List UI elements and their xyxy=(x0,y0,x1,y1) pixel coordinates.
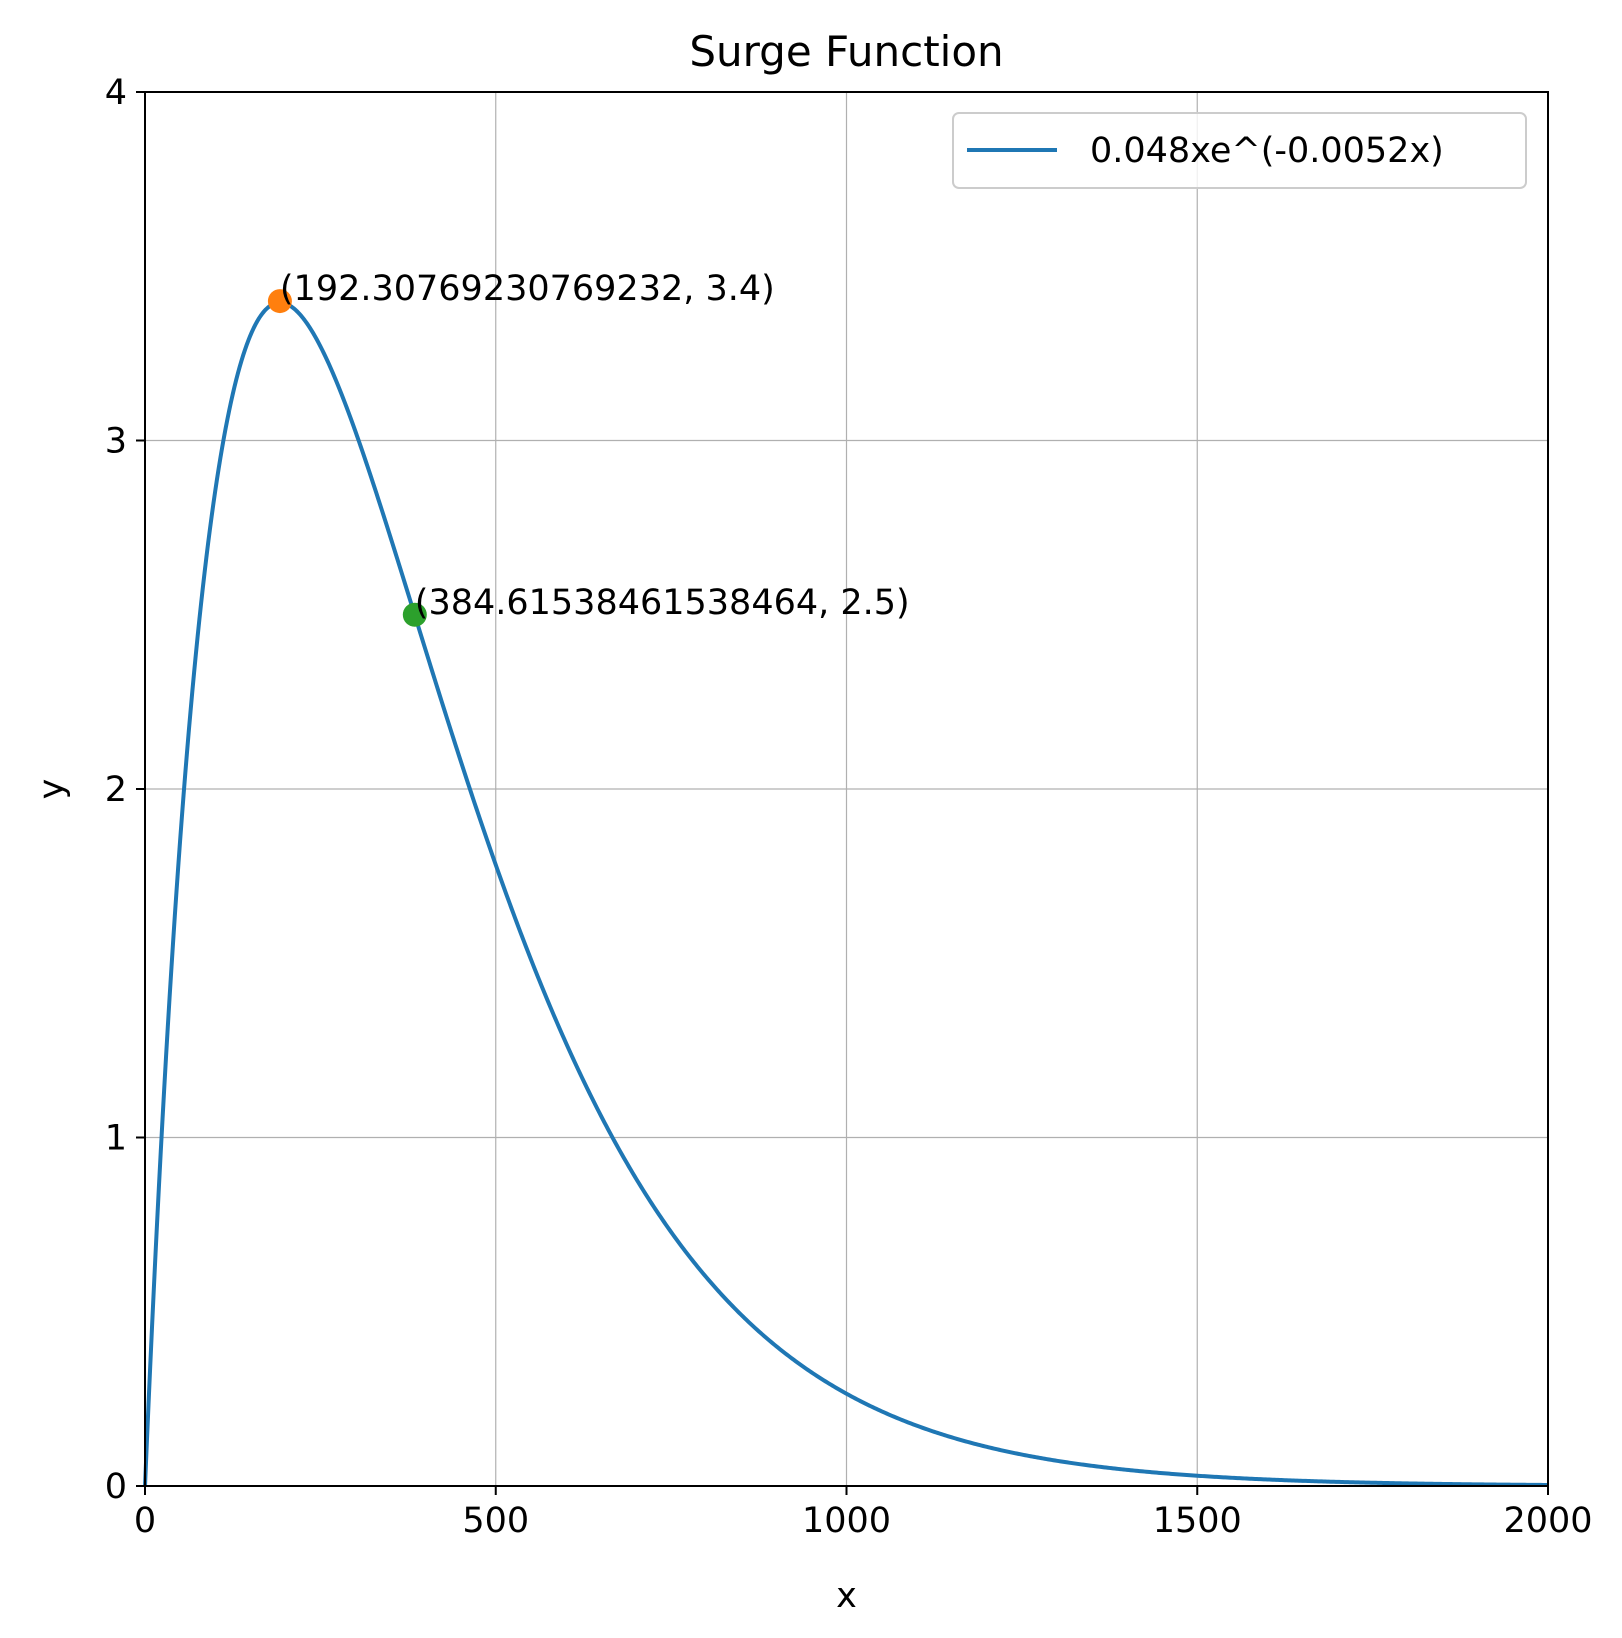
y-tick-label-2: 2 xyxy=(105,770,127,810)
marker-point-1 xyxy=(402,602,427,627)
chart-title: Surge Function xyxy=(689,27,1003,76)
y-axis-label: y xyxy=(32,779,72,800)
series-layer xyxy=(143,300,1549,1487)
series-line xyxy=(143,300,1549,1487)
ticks-layer: 0 500 1000 1500 2000 0 1 2 3 4 xyxy=(105,73,1593,1541)
point-annotation-1: (384.61538461538464, 2.5) xyxy=(415,583,910,623)
x-tick-label-3: 1500 xyxy=(1153,1501,1242,1541)
legend-label: 0.048xe^(-0.0052x) xyxy=(1090,131,1444,171)
y-tick-label-0: 0 xyxy=(105,1467,127,1507)
y-tick-label-1: 1 xyxy=(105,1119,127,1159)
y-tick-label-3: 3 xyxy=(105,422,127,462)
grid-layer xyxy=(145,92,1548,1486)
x-axis-label: x xyxy=(836,1576,857,1616)
points-layer: (192.30769230769232, 3.4) (384.6153846153… xyxy=(267,269,910,627)
y-tick-label-4: 4 xyxy=(105,73,127,113)
point-annotation-0: (192.30769230769232, 3.4) xyxy=(280,269,775,309)
x-tick-label-1: 500 xyxy=(462,1501,529,1541)
legend-box xyxy=(952,112,1527,189)
x-tick-label-2: 1000 xyxy=(802,1501,891,1541)
x-tick-label-4: 2000 xyxy=(1503,1501,1592,1541)
marker-point-0 xyxy=(267,289,292,314)
x-tick-label-0: 0 xyxy=(134,1501,156,1541)
legend: 0.048xe^(-0.0052x) xyxy=(952,112,1527,189)
